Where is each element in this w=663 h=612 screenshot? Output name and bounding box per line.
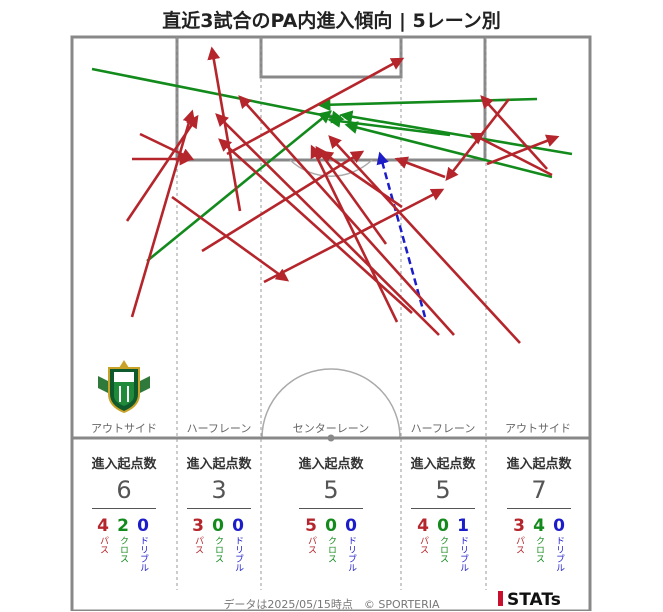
lane-4-pass: 4 パス	[417, 516, 429, 554]
lane-3-label: 進入起点数	[298, 457, 364, 472]
lane-2-total: 3	[211, 476, 227, 504]
cross-arrow	[146, 110, 333, 263]
pass-arrow	[394, 156, 446, 179]
pass-arrow	[310, 144, 399, 323]
lane-name-2: ハーフレーン	[187, 422, 252, 435]
lane-5-dribble: 0 ドリブル	[553, 516, 565, 572]
lane-2-pass: 3 パス	[192, 516, 204, 554]
lane-2-cross: 0 クロス	[212, 516, 224, 563]
lane-4-label: 進入起点数	[410, 457, 476, 472]
pass-arrow	[469, 132, 553, 177]
lane-5-rule	[507, 508, 571, 509]
pass-arrow	[480, 95, 548, 170]
pass-arrow	[207, 46, 242, 212]
arrows-layer	[91, 46, 573, 344]
pass-arrow	[130, 109, 196, 318]
pass-arrow	[215, 113, 440, 336]
cross-arrow	[327, 114, 451, 137]
cross-arrow	[339, 110, 573, 156]
pass-arrow	[486, 134, 560, 166]
lane-4-cross: 0 クロス	[437, 516, 449, 563]
pass-arrow	[238, 95, 455, 336]
logo-bar-icon	[498, 591, 503, 606]
pass-arrow	[319, 150, 403, 209]
dribble-arrow	[376, 151, 427, 318]
lane-3-dribble: 0 ドリブル	[345, 516, 357, 572]
cross-arrow	[91, 67, 345, 124]
lane-name-1: アウトサイド	[91, 422, 157, 435]
lane-1-rule	[92, 508, 156, 509]
chart-title: 直近3試合のPA内進入傾向 | 5レーン別	[162, 10, 501, 32]
lane-1-dribble: 0 ドリブル	[137, 516, 149, 572]
lane-name-5: アウトサイド	[505, 422, 571, 435]
pass-arrow	[445, 98, 511, 182]
lane-3-total: 5	[323, 476, 339, 504]
center-circle	[261, 368, 401, 439]
cross-arrow	[344, 121, 553, 179]
lane-name-3: センターレーン	[293, 422, 369, 435]
lane-1-total: 6	[116, 476, 132, 504]
lane-2-dribble: 0 ドリブル	[232, 516, 244, 572]
lane-4-total: 5	[435, 476, 451, 504]
pass-arrow	[315, 145, 388, 245]
pass-arrow	[226, 57, 405, 156]
lane-3-cross: 0 クロス	[325, 516, 337, 563]
lane-3-pass: 5 パス	[305, 516, 317, 554]
lane-name-4: ハーフレーン	[411, 422, 476, 435]
lane-1-cross: 2 クロス	[117, 516, 129, 563]
club-crest-icon	[98, 360, 150, 414]
pass-arrow	[201, 150, 365, 253]
center-spot	[327, 434, 335, 442]
lane-2-rule	[187, 508, 251, 509]
lane-1-label: 進入起点数	[91, 457, 157, 472]
lane-4-rule	[411, 508, 475, 509]
lane-5-pass: 3 パス	[513, 516, 525, 554]
pass-arrow	[125, 114, 199, 222]
pass-arrow	[171, 195, 290, 282]
lane-1-pass: 4 パス	[97, 516, 109, 554]
lane-2-label: 進入起点数	[186, 457, 252, 472]
footer-note: データは2025/05/15時点 © SPORTERIA	[223, 598, 440, 611]
stats-logo: STATs	[498, 590, 561, 610]
cross-arrow	[317, 97, 538, 112]
lane-5-cross: 4 クロス	[533, 516, 545, 563]
logo-text: STATs	[507, 590, 561, 610]
pass-arrow	[263, 188, 445, 284]
penalty-arc	[289, 159, 373, 177]
lane-5-total: 7	[531, 476, 547, 504]
lane-3-rule	[299, 508, 363, 509]
lane-4-dribble: 1 ドリブル	[457, 516, 469, 572]
lane-5-label: 進入起点数	[506, 457, 572, 472]
pass-arrow	[328, 135, 521, 344]
